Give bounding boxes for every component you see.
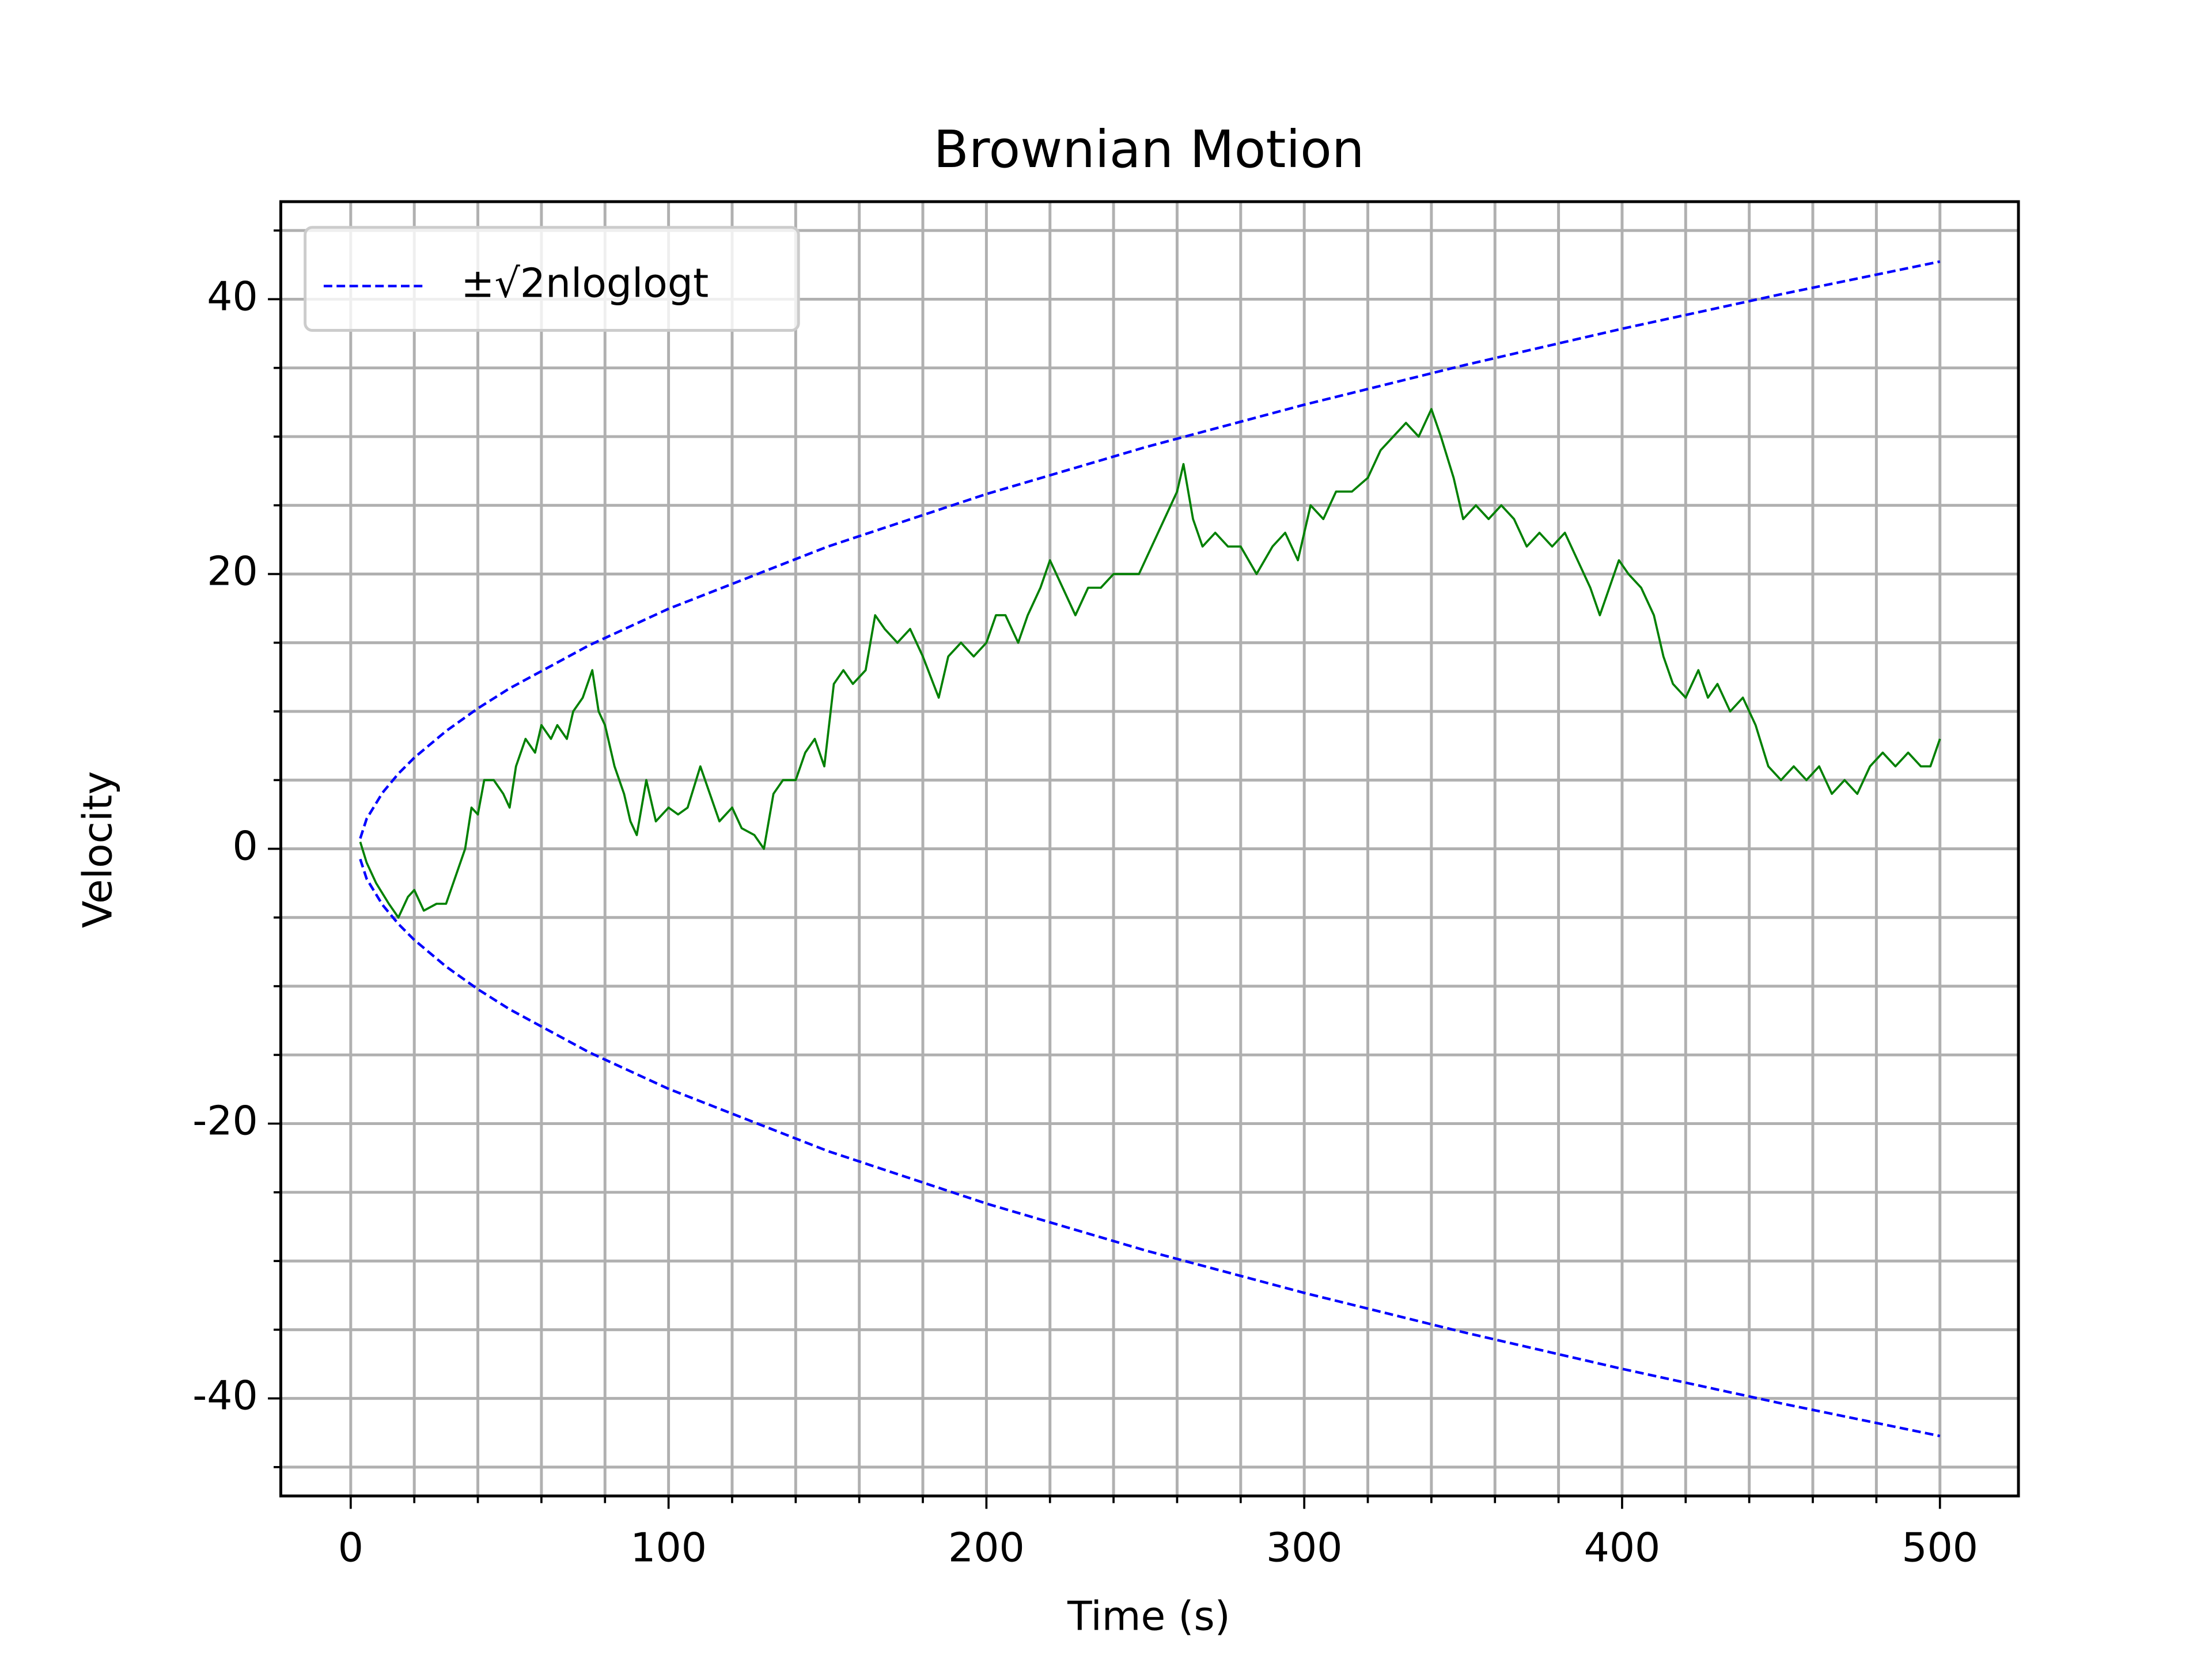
y-tick-label: -40 bbox=[192, 1373, 258, 1419]
x-tick-label: 300 bbox=[1266, 1524, 1343, 1571]
plot-area bbox=[359, 260, 1941, 1438]
legend-box bbox=[304, 226, 800, 332]
legend: ±√2nloglogt bbox=[304, 226, 800, 332]
legend-label: ±√2nloglogt bbox=[461, 260, 709, 307]
x-tick-label: 400 bbox=[1584, 1524, 1661, 1571]
y-axis-label: Velocity bbox=[75, 771, 122, 928]
series-line bbox=[359, 408, 1941, 919]
x-axis-label: Time (s) bbox=[1067, 1593, 1230, 1640]
chart-title: Brownian Motion bbox=[933, 120, 1364, 180]
ticks: 0 100 200 300 400 500 -40 -20 0 20 40 bbox=[192, 229, 1978, 1571]
x-tick-label: 0 bbox=[338, 1524, 363, 1571]
y-tick-label: -20 bbox=[192, 1098, 258, 1145]
y-tick-label: 20 bbox=[207, 548, 257, 595]
series-line bbox=[359, 858, 1941, 1438]
y-tick-label: 0 bbox=[233, 823, 258, 870]
series-line bbox=[359, 260, 1941, 839]
grid bbox=[281, 202, 2019, 1496]
x-tick-label: 100 bbox=[630, 1524, 707, 1571]
x-tick-label: 200 bbox=[948, 1524, 1025, 1571]
x-tick-label: 500 bbox=[1902, 1524, 1978, 1571]
y-tick-label: 40 bbox=[207, 273, 257, 320]
